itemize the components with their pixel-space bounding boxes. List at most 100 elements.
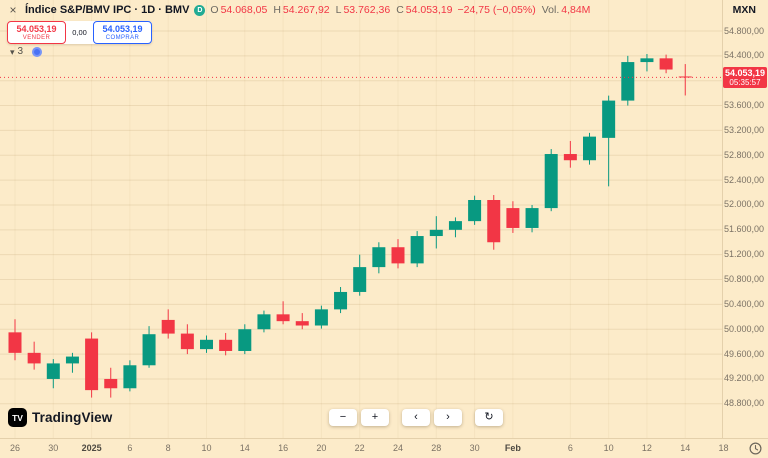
time-tick-label: 30 xyxy=(469,443,480,453)
spread-value: 0,00 xyxy=(72,28,87,37)
candle-body xyxy=(46,363,60,379)
price-tick-label: 53.200,00 xyxy=(723,124,764,135)
price-tick-label: 52.000,00 xyxy=(723,199,764,210)
price-tick-label: 48.800,00 xyxy=(723,398,764,409)
candle-body xyxy=(602,100,616,138)
price-tick-label: 54.800,00 xyxy=(723,25,764,36)
candle-body xyxy=(353,267,367,292)
price-tick-label: 50.800,00 xyxy=(723,274,764,285)
candle-body xyxy=(238,329,252,351)
time-axis[interactable]: 26 30 2025 6 8 10 14 16 20 22 24 28 30 Feb 6 10 12 14 18 xyxy=(0,438,768,458)
price-tick-label: 50.400,00 xyxy=(723,298,764,309)
low-label: L xyxy=(335,4,342,16)
sell-price: 54.053,19 xyxy=(16,24,57,34)
chart-toolbar: − + ‹ › ↻ xyxy=(329,409,503,426)
reset-chart-button[interactable]: ↻ xyxy=(475,409,503,426)
volume-label: Vol. xyxy=(541,4,560,16)
timezone-clock-icon[interactable] xyxy=(749,442,762,455)
plus-icon: + xyxy=(371,411,379,423)
candle-body xyxy=(678,76,692,78)
candle-body xyxy=(161,319,175,334)
bar-close-countdown: 05:35:57 xyxy=(729,77,761,87)
chart-canvas[interactable] xyxy=(0,0,722,438)
zoom-in-button[interactable]: + xyxy=(361,409,389,426)
sell-button[interactable]: 54.053,19 VENDER xyxy=(7,21,66,44)
ohlc-readout: O 54.068,05 H 54.267,92 L 53.762,36 C 54… xyxy=(210,4,590,16)
time-tick-label: 10 xyxy=(201,443,212,453)
candle-body xyxy=(257,314,271,330)
buy-label: COMPRAR xyxy=(105,35,140,41)
close-value: 54.053,19 xyxy=(405,4,453,16)
chevron-down-icon: ▾ xyxy=(10,46,15,57)
time-tick-label: 10 xyxy=(603,443,614,453)
candle-body xyxy=(295,321,309,326)
price-tick-label: 50.000,00 xyxy=(723,323,764,334)
candle-body xyxy=(65,356,79,364)
change-value: −24,75 (−0,05%) xyxy=(457,4,536,16)
time-tick-label: 28 xyxy=(431,443,442,453)
zoom-out-button[interactable]: − xyxy=(329,409,357,426)
candle-body xyxy=(429,229,443,237)
candle-body xyxy=(410,236,424,264)
tradingview-logo: TV xyxy=(8,408,27,427)
price-axis[interactable]: 54.800,00 54.400,00 53.600,00 53.200,00 52.8… xyxy=(722,0,768,438)
time-tick-label: 30 xyxy=(48,443,59,453)
indicator-dot-icon[interactable] xyxy=(32,46,43,57)
buy-price: 54.053,19 xyxy=(102,24,143,34)
candle-body xyxy=(487,200,501,243)
candle-body xyxy=(27,352,41,364)
buy-button[interactable]: 54.053,19 COMPRAR xyxy=(93,21,152,44)
close-label: C xyxy=(396,4,404,16)
time-tick-label: 14 xyxy=(239,443,250,453)
scroll-right-button[interactable]: › xyxy=(434,409,462,426)
price-tick-label: 53.600,00 xyxy=(723,100,764,111)
time-tick-label: 20 xyxy=(316,443,327,453)
high-value: 54.267,92 xyxy=(282,4,330,16)
close-icon[interactable]: × xyxy=(9,3,17,17)
volume-value: 4,84M xyxy=(561,4,591,16)
scroll-left-button[interactable]: ‹ xyxy=(402,409,430,426)
candle-body xyxy=(314,309,328,326)
candle-body xyxy=(583,136,596,161)
price-tick-label: 51.200,00 xyxy=(723,249,764,260)
time-tick-label: 6 xyxy=(567,443,573,453)
chevron-left-icon: ‹ xyxy=(414,411,418,423)
candle-body xyxy=(142,334,156,366)
price-tick-label: 52.400,00 xyxy=(723,174,764,185)
candle-body xyxy=(180,333,194,350)
tradingview-branding[interactable]: TV TradingView xyxy=(8,408,112,427)
time-tick-label: 2025 xyxy=(81,443,102,453)
time-tick-label: Feb xyxy=(504,443,521,453)
current-price-tag: 54.053,19 05:35:57 xyxy=(723,66,767,88)
price-tick-label: 51.600,00 xyxy=(723,224,764,235)
high-label: H xyxy=(273,4,281,16)
candle-body xyxy=(563,154,577,161)
candle-body xyxy=(200,339,213,350)
candle-body xyxy=(104,378,118,389)
open-value: 54.068,05 xyxy=(220,4,268,16)
chevron-right-icon: › xyxy=(446,411,450,423)
candle-body xyxy=(8,332,22,353)
candle-body xyxy=(506,208,520,228)
candle-body xyxy=(85,338,99,391)
candle-body xyxy=(448,221,462,230)
candle-body xyxy=(640,58,654,63)
symbol-legend: × Índice S&P/BMV IPC · 1D · BMV D O 54.0… xyxy=(6,3,590,17)
time-tick-label: 26 xyxy=(9,443,21,453)
candle-body xyxy=(659,58,673,70)
time-tick-label: 18 xyxy=(718,443,729,453)
candle-body xyxy=(544,154,558,209)
indicators-count: 3 xyxy=(17,46,24,57)
reset-icon: ↻ xyxy=(484,411,494,423)
candle-body xyxy=(334,291,348,310)
currency-button[interactable]: MXN xyxy=(732,4,756,16)
delayed-data-icon[interactable]: D xyxy=(194,4,206,16)
candle-body xyxy=(468,200,482,222)
indicators-collapse-toggle[interactable]: ▾ 3 xyxy=(10,46,43,57)
symbol-title[interactable]: Índice S&P/BMV IPC · 1D · BMV xyxy=(25,4,190,16)
minus-icon: − xyxy=(339,411,347,423)
low-value: 53.762,36 xyxy=(343,4,391,16)
candle-body xyxy=(372,247,386,268)
time-tick-label: 22 xyxy=(354,443,365,453)
